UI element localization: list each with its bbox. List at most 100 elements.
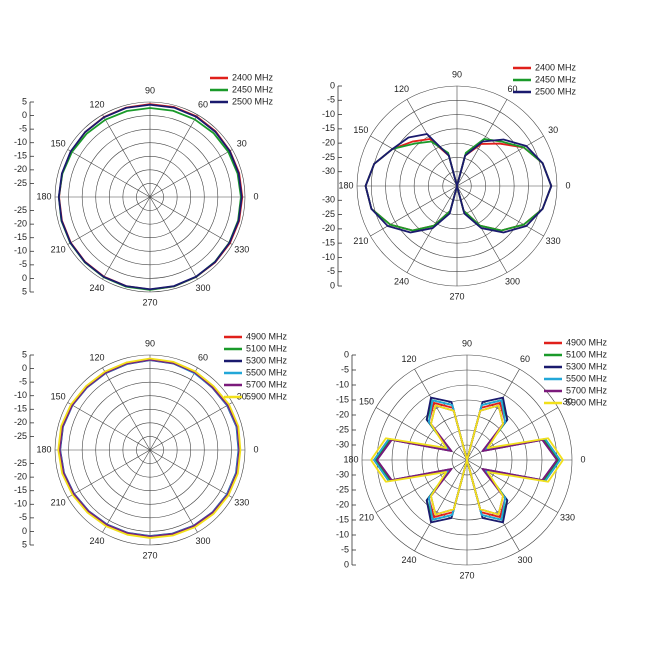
radial-tick-label: -20	[336, 499, 349, 509]
grid-spoke	[456, 135, 544, 187]
grid-spoke	[149, 149, 233, 198]
radial-tick-label: 5	[22, 539, 27, 549]
angle-label: 120	[401, 354, 416, 364]
radial-tick-label: -10	[336, 529, 349, 539]
grid-spoke	[67, 449, 151, 498]
grid-spoke	[406, 185, 458, 273]
radial-tick-label: -20	[14, 472, 27, 482]
radial-tick-label: -25	[14, 178, 27, 188]
radial-tick-label: -15	[336, 394, 349, 404]
angle-label: 90	[462, 338, 472, 348]
radial-tick-label: -10	[14, 390, 27, 400]
radial-tick-label: 5	[22, 286, 27, 296]
angle-label: 330	[560, 512, 575, 522]
angle-label: 0	[565, 180, 570, 190]
angle-label: 300	[195, 283, 210, 293]
radial-tick-label: -25	[322, 209, 335, 219]
radial-tick-label: -10	[322, 252, 335, 262]
angle-label: 330	[234, 497, 249, 507]
grid-spoke	[67, 402, 151, 451]
angle-label: 270	[142, 297, 157, 307]
radial-tick-label: -10	[14, 246, 27, 256]
angle-label: 90	[452, 69, 462, 79]
angle-label: 60	[507, 84, 517, 94]
radial-tick-label: -20	[14, 164, 27, 174]
radial-tick-label: -30	[336, 469, 349, 479]
grid-spoke	[67, 149, 151, 198]
angle-label: 150	[359, 396, 374, 406]
radial-tick-label: -5	[19, 512, 27, 522]
radial-tick-label: 0	[330, 80, 335, 90]
angle-label: 120	[89, 353, 104, 363]
angle-label: 90	[145, 85, 155, 95]
polar-chart: 0 30 60 90 120 150 180 210 240 270 300 330 -30 -30 -25…	[336, 337, 608, 580]
angle-label: 30	[548, 125, 558, 135]
legend-label: 2500 MHz	[535, 86, 577, 96]
radial-tick-label: -15	[14, 151, 27, 161]
pattern-trace	[58, 358, 241, 538]
grid-spoke	[456, 185, 508, 273]
angle-label: 180	[36, 444, 51, 454]
grid-spoke	[149, 449, 233, 498]
radial-tick-label: -20	[322, 138, 335, 148]
angle-label: 120	[394, 84, 409, 94]
angle-label: 210	[359, 512, 374, 522]
angle-label: 240	[394, 277, 409, 287]
radial-tick-label: -5	[341, 364, 349, 374]
angle-label: 150	[51, 138, 66, 148]
radial-tick-label: -5	[19, 259, 27, 269]
grid-spoke	[102, 449, 151, 533]
radial-tick-label: -15	[336, 514, 349, 524]
pattern-trace	[364, 138, 553, 232]
radial-tick-label: -5	[19, 124, 27, 134]
legend-label: 5500 MHz	[566, 373, 608, 383]
legend-label: 5100 MHz	[566, 349, 608, 359]
pattern-trace	[370, 404, 564, 516]
radial-tick-label: -20	[336, 409, 349, 419]
radial-tick-label: -10	[322, 109, 335, 119]
radial-tick-label: 0	[22, 363, 27, 373]
polar-chart: 0306090120150180210240270300330-25-25-20…	[14, 331, 288, 560]
angle-label: 210	[353, 236, 368, 246]
legend-label: 2450 MHz	[232, 84, 274, 94]
grid-spoke	[456, 185, 544, 237]
angle-label: 150	[353, 125, 368, 135]
grid-spoke	[102, 196, 151, 280]
legend-label: 5300 MHz	[566, 361, 608, 371]
radial-tick-label: -5	[341, 544, 349, 554]
pattern-trace	[364, 138, 553, 232]
radial-tick-label: 0	[22, 273, 27, 283]
polar-chart: 0306090120150180210240270300330-25-25-20…	[14, 72, 274, 307]
radial-tick-label: -30	[336, 439, 349, 449]
legend-label: 5700 MHz	[566, 385, 608, 395]
legend-label: 5900 MHz	[566, 397, 608, 407]
angle-label: 90	[145, 338, 155, 348]
pattern-trace	[57, 103, 243, 291]
grid-spoke	[149, 196, 233, 245]
angle-label: 150	[51, 391, 66, 401]
grid-spoke	[67, 196, 151, 245]
grid-spoke	[149, 114, 198, 198]
angle-label: 270	[142, 550, 157, 560]
angle-label: 60	[520, 354, 530, 364]
angle-label: 180	[338, 180, 353, 190]
grid-spoke	[370, 185, 458, 237]
legend-label: 5500 MHz	[246, 367, 288, 377]
radial-tick-label: -5	[327, 95, 335, 105]
legend-label: 5700 MHz	[246, 379, 288, 389]
legend-label: 5900 MHz	[246, 391, 288, 401]
angle-label: 180	[36, 191, 51, 201]
radial-tick-label: -20	[322, 223, 335, 233]
legend-label: 5300 MHz	[246, 355, 288, 365]
angle-label: 240	[89, 536, 104, 546]
legend-label: 5100 MHz	[246, 343, 288, 353]
radial-tick-label: -5	[19, 377, 27, 387]
radial-tick-label: -20	[14, 417, 27, 427]
pattern-trace	[57, 357, 242, 539]
radial-tick-label: -20	[14, 219, 27, 229]
polar-chart: 0 30 60 90 120 150 180 210 240 270 300 330 -30 -30 -25…	[322, 62, 577, 301]
radial-tick-label: -15	[14, 232, 27, 242]
radial-tick-label: -10	[14, 137, 27, 147]
radial-tick-label: 0	[22, 526, 27, 536]
